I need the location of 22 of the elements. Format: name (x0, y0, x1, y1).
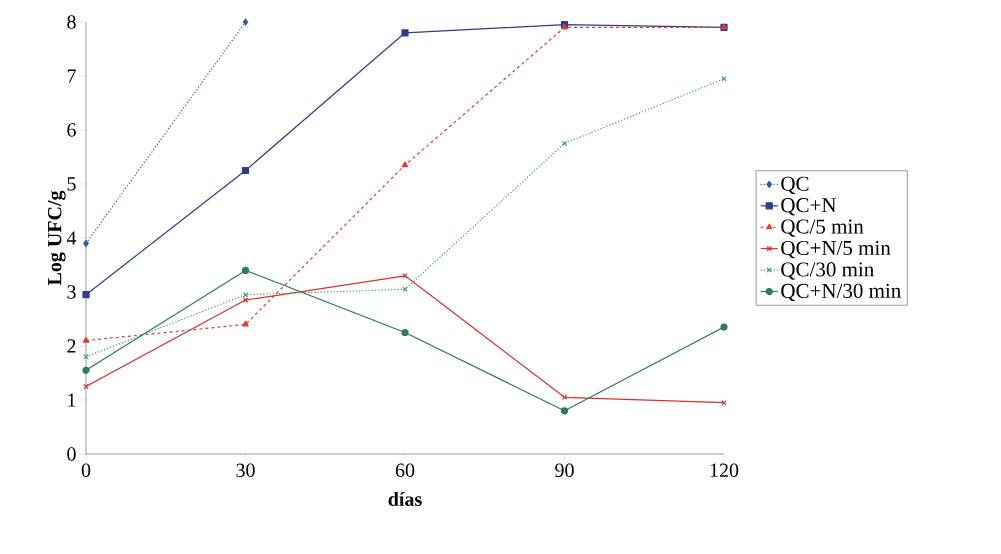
x-axis-title: días (388, 491, 422, 506)
y-tick-label: 4 (66, 231, 77, 245)
y-tick-label: 0 (67, 447, 76, 461)
y-tick-label: 6 (67, 123, 76, 137)
y-tick-label: 5 (67, 177, 76, 191)
legend-label: QC (781, 176, 809, 195)
y-tick-label: 1 (68, 393, 76, 407)
y-tick-label: 2 (67, 339, 76, 353)
x-tick-label: 90 (555, 463, 574, 478)
x-tick-label: 30 (236, 463, 255, 478)
legend-label: QC+N/5 min (781, 240, 891, 259)
legend-label: QC/30 min (781, 262, 874, 280)
legend-label: QC+N/30 min (781, 283, 901, 302)
x-tick-label: 0 (81, 463, 91, 478)
legend-label: QC+N (781, 198, 837, 216)
x-tick-label: 60 (395, 463, 415, 478)
x-tick-label: 120 (710, 463, 739, 478)
legend-label: QC/5 min (781, 219, 864, 237)
y-tick-label: 8 (67, 15, 76, 29)
y-tick-label: 3 (67, 285, 76, 299)
y-axis-title: Log UFC/g (47, 190, 66, 286)
y-tick-label: 7 (67, 69, 76, 83)
